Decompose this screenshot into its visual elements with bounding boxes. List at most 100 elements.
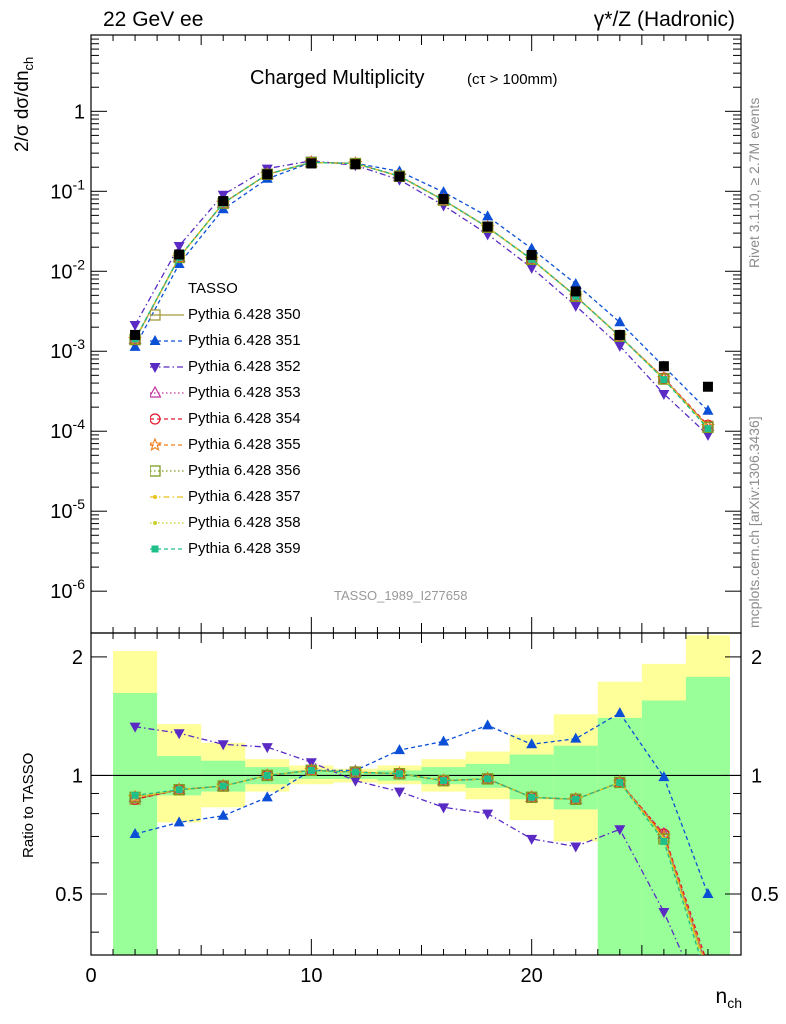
legend-entry: Pythia 6.428 359 bbox=[150, 536, 410, 562]
y-tick-label-main: 10-2 bbox=[50, 256, 85, 283]
series-point bbox=[526, 263, 538, 274]
series-ratio-point bbox=[261, 791, 273, 802]
data-point bbox=[130, 329, 141, 340]
series-ratio-point bbox=[482, 809, 494, 820]
data-point bbox=[394, 171, 405, 182]
data-point bbox=[174, 249, 185, 260]
y-tick-label-exponent: -2 bbox=[73, 256, 86, 272]
data-point bbox=[438, 194, 449, 205]
series-ratio-point bbox=[484, 775, 492, 783]
mcplots-reference-label: mcplots.cern.ch [arXiv:1306.3436] bbox=[746, 416, 762, 628]
series-line bbox=[134, 161, 709, 412]
y-axis-label-main-sub: ch bbox=[20, 56, 36, 71]
series-ratio-point bbox=[438, 803, 450, 814]
data-point bbox=[526, 249, 537, 260]
chart-subtitle: (cτ > 100mm) bbox=[467, 71, 558, 88]
series-ratio-point bbox=[261, 743, 273, 754]
series-point bbox=[129, 321, 141, 332]
series-ratio-point bbox=[393, 744, 405, 755]
y-tick-label-base: 10 bbox=[50, 181, 72, 203]
series-ratio-point bbox=[129, 722, 141, 733]
y-tick-label-exponent: -6 bbox=[73, 576, 86, 592]
series-ratio-point bbox=[395, 770, 403, 778]
series-point bbox=[658, 389, 670, 400]
legend-swatch-marker bbox=[150, 465, 161, 477]
band-green bbox=[685, 676, 730, 955]
series-ratio-point bbox=[217, 740, 229, 751]
series-ratio-point bbox=[349, 776, 361, 787]
series-ratio-line bbox=[134, 712, 709, 895]
series-point bbox=[173, 241, 185, 252]
y-tick-label-main: 10-4 bbox=[50, 416, 85, 443]
y-tick-label-main: 10-1 bbox=[50, 176, 85, 203]
series-ratio-point bbox=[263, 771, 271, 779]
band-green bbox=[597, 717, 642, 955]
legend-entry: TASSO bbox=[150, 276, 410, 302]
series-point bbox=[614, 341, 626, 352]
legend-label: TASSO bbox=[188, 280, 238, 297]
series-ratio-point bbox=[217, 809, 229, 820]
legend-entry: Pythia 6.428 355 bbox=[150, 432, 410, 458]
y-tick-label-exponent: -3 bbox=[73, 336, 86, 352]
series-point bbox=[614, 316, 626, 327]
data-point bbox=[702, 381, 713, 392]
series-ratio-point bbox=[526, 738, 538, 749]
legend-label: Pythia 6.428 350 bbox=[188, 306, 301, 323]
data-point bbox=[570, 286, 581, 297]
band-green bbox=[113, 692, 158, 955]
series-point bbox=[129, 340, 141, 351]
ratio-tick-label-right: 1 bbox=[751, 765, 762, 787]
y-tick-label-base: 10 bbox=[50, 421, 72, 443]
legend-swatch-marker bbox=[151, 545, 159, 553]
series-ratio-point bbox=[614, 707, 626, 718]
y-tick-label-main: 10-6 bbox=[50, 576, 85, 603]
legend-label: Pythia 6.428 358 bbox=[188, 514, 301, 531]
series-point bbox=[702, 430, 714, 441]
series-ratio-point bbox=[351, 768, 359, 776]
legend-entry: Pythia 6.428 356 bbox=[150, 458, 410, 484]
legend-swatch-marker bbox=[153, 521, 157, 525]
series-ratio-point bbox=[173, 816, 185, 827]
legend-swatch-marker bbox=[150, 309, 161, 321]
series-ratio-point bbox=[526, 834, 538, 845]
main-plot-series bbox=[127, 154, 716, 441]
y-axis-label-main: 2/σ dσ/dnch bbox=[12, 57, 36, 152]
legend-swatch-marker bbox=[150, 437, 163, 452]
series-ratio-point bbox=[482, 719, 494, 730]
uncertainty-bands bbox=[113, 635, 730, 955]
x-axis-label: nch bbox=[716, 985, 742, 1011]
series-ratio-point bbox=[440, 777, 448, 785]
series-point bbox=[438, 186, 450, 197]
legend-swatch bbox=[150, 545, 184, 553]
legend-swatch-marker bbox=[153, 495, 157, 499]
data-point bbox=[658, 361, 669, 372]
legend-label: Pythia 6.428 352 bbox=[188, 358, 301, 375]
process-label: 22 GeV ee bbox=[103, 8, 204, 31]
ratio-plot-frame bbox=[90, 632, 742, 956]
series-ratio-line bbox=[135, 726, 684, 955]
series-ratio-point bbox=[660, 837, 668, 845]
legend-swatch bbox=[150, 335, 184, 345]
series-ratio-point bbox=[614, 776, 626, 789]
legend-swatch-marker bbox=[150, 413, 161, 425]
legend-label: Pythia 6.428 355 bbox=[188, 436, 301, 453]
legend-label: Pythia 6.428 359 bbox=[188, 540, 301, 557]
series-ratio-point bbox=[702, 887, 714, 898]
data-point bbox=[262, 169, 273, 180]
series-point bbox=[704, 425, 712, 433]
series-ratio-point bbox=[706, 974, 710, 978]
series-ratio-point bbox=[528, 793, 536, 801]
legend-entry: Pythia 6.428 351 bbox=[150, 328, 410, 354]
y-tick-label-base: 10 bbox=[50, 261, 72, 283]
y-tick-label-main: 10-5 bbox=[50, 496, 85, 523]
series-ratio-line bbox=[135, 769, 701, 955]
series-ratio-point bbox=[570, 732, 582, 743]
series-point bbox=[570, 301, 582, 312]
ratio-tick-label-left: 1 bbox=[72, 765, 83, 787]
series-point bbox=[660, 376, 668, 384]
series-ratio-point bbox=[703, 960, 713, 970]
series-ratio-point bbox=[703, 965, 713, 975]
data-point bbox=[306, 158, 317, 169]
series-ratio-point bbox=[438, 735, 450, 746]
